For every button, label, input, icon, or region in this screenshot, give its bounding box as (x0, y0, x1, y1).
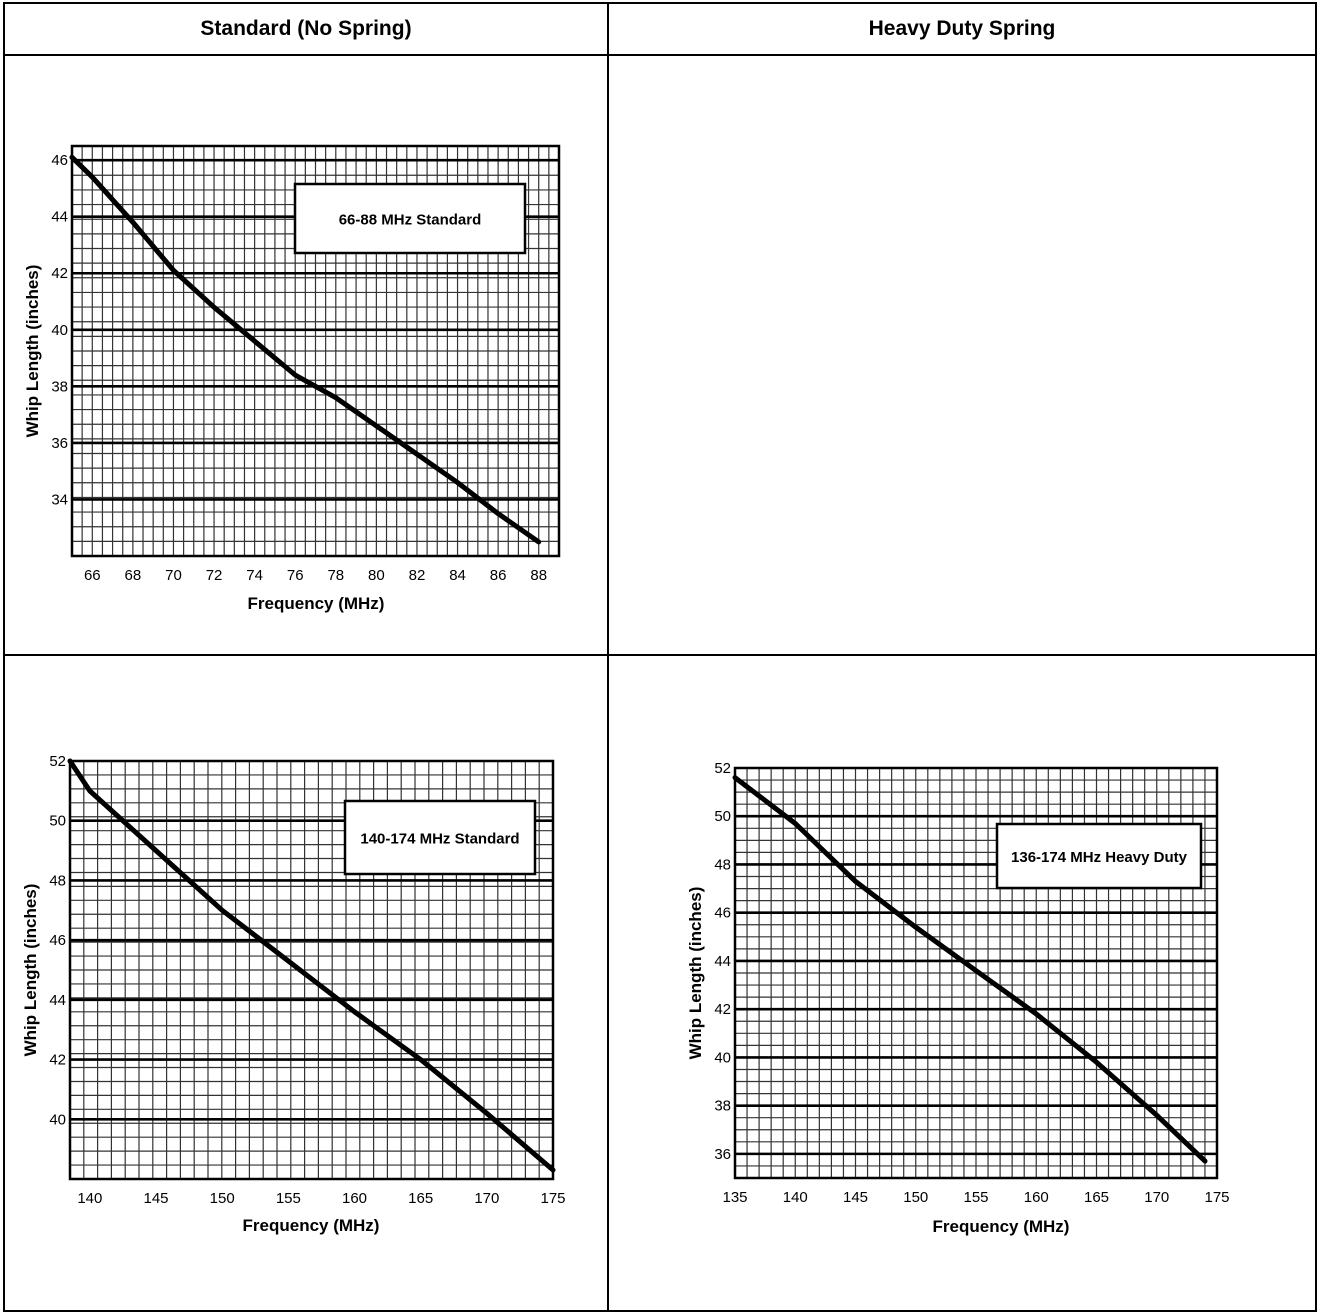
x-tick-label: 175 (540, 1190, 565, 1207)
chart-140-174-standard: 140-174 MHz Standard 40 42 44 46 48 50 52 140 145… (21, 753, 566, 1235)
y-tick-label: 36 (51, 435, 68, 452)
whip-length-line (732, 775, 1208, 1164)
x-tick-label: 175 (1204, 1189, 1229, 1206)
x-tick-label: 155 (963, 1189, 988, 1206)
x-tick-label: 70 (165, 567, 182, 584)
y-tick-label: 44 (49, 992, 66, 1009)
y-axis-label: Whip Length (inches) (21, 884, 40, 1057)
x-axis-label: Frequency (MHz) (243, 1216, 380, 1235)
chart-table: Standard (No Spring) Heavy Duty Spring 6… (3, 2, 1317, 1312)
y-axis-label: Whip Length (inches) (23, 265, 42, 438)
annotation-label: 140-174 MHz Standard (360, 831, 519, 848)
y-tick-label: 42 (714, 1001, 731, 1018)
y-tick-label: 48 (714, 856, 731, 873)
y-axis-label: Whip Length (inches) (686, 887, 705, 1060)
x-axis-label: Frequency (MHz) (248, 594, 385, 613)
annotation-label: 66-88 MHz Standard (339, 212, 482, 229)
x-tick-label: 140 (77, 1190, 102, 1207)
x-tick-label: 82 (409, 567, 426, 584)
x-tick-label: 84 (449, 567, 466, 584)
chart-136-174-heavy-duty: 136-174 MHz Heavy Duty 36 38 40 42 44 46 48 50 52… (686, 760, 1230, 1236)
x-tick-label: 150 (903, 1189, 928, 1206)
cell-empty (607, 54, 1317, 656)
y-tick-label: 46 (49, 932, 66, 949)
y-tick-label: 48 (49, 872, 66, 889)
x-tick-label: 160 (1024, 1189, 1049, 1206)
y-tick-label: 34 (51, 491, 68, 508)
x-tick-label: 170 (474, 1190, 499, 1207)
x-tick-label: 78 (327, 567, 344, 584)
annotation-box (995, 822, 1203, 890)
x-tick-label: 170 (1144, 1189, 1169, 1206)
y-tick-label: 44 (51, 209, 68, 226)
y-tick-label: 42 (51, 265, 68, 282)
whip-length-line (67, 758, 556, 1173)
y-tick-label: 38 (51, 378, 68, 395)
y-tick-label: 36 (714, 1146, 731, 1163)
y-tick-label: 52 (714, 760, 731, 777)
x-tick-label: 74 (246, 567, 263, 584)
x-tick-label: 76 (287, 567, 304, 584)
y-tick-label: 40 (51, 322, 68, 339)
x-tick-label: 88 (530, 567, 547, 584)
y-tick-label: 50 (714, 808, 731, 825)
plot-frame (70, 144, 561, 558)
x-tick-label: 80 (368, 567, 385, 584)
annotation-box (293, 182, 527, 255)
y-tick-label: 46 (51, 152, 68, 169)
x-tick-label: 72 (206, 567, 223, 584)
annotation-label: 136-174 MHz Heavy Duty (1011, 849, 1188, 866)
header-standard: Standard (No Spring) (3, 2, 609, 56)
x-tick-label: 68 (125, 567, 142, 584)
x-tick-label: 160 (342, 1190, 367, 1207)
y-tick-label: 40 (714, 1049, 731, 1066)
whip-length-line (69, 154, 542, 545)
annotation-box (343, 799, 537, 876)
y-tick-label: 50 (49, 813, 66, 830)
x-tick-label: 66 (84, 567, 101, 584)
chart-66-88-standard: 66-88 MHz Standard 34 36 38 40 42 44 46 66 68 70 72… (23, 144, 561, 613)
cell-standard-140-174: 140-174 MHz Standard 40 42 44 46 48 50 52 140 145… (3, 654, 609, 1312)
cell-heavy-duty-136-174: 136-174 MHz Heavy Duty 36 38 40 42 44 46 48 50 52… (607, 654, 1317, 1312)
x-axis-label: Frequency (MHz) (933, 1217, 1070, 1236)
x-tick-label: 135 (722, 1189, 747, 1206)
y-tick-label: 46 (714, 905, 731, 922)
y-tick-label: 42 (49, 1052, 66, 1069)
cell-standard-66-88: 66-88 MHz Standard 34 36 38 40 42 44 46 66 68 70 72… (3, 54, 609, 656)
header-heavy-duty: Heavy Duty Spring (607, 2, 1317, 56)
y-tick-label: 38 (714, 1098, 731, 1115)
x-tick-label: 165 (1084, 1189, 1109, 1206)
x-tick-label: 145 (143, 1190, 168, 1207)
y-tick-label: 44 (714, 953, 731, 970)
plot-frame (68, 759, 555, 1181)
plot-frame (733, 766, 1219, 1180)
x-tick-label: 86 (490, 567, 507, 584)
y-tick-label: 40 (49, 1111, 66, 1128)
y-tick-label: 52 (49, 753, 66, 770)
x-tick-label: 155 (276, 1190, 301, 1207)
x-tick-label: 140 (783, 1189, 808, 1206)
x-tick-label: 145 (843, 1189, 868, 1206)
x-tick-label: 150 (210, 1190, 235, 1207)
x-tick-label: 165 (408, 1190, 433, 1207)
